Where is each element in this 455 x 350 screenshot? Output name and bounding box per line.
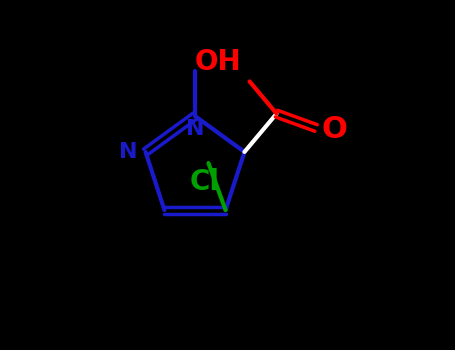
Text: N: N [186, 119, 204, 139]
Text: N: N [119, 142, 137, 162]
Text: Cl: Cl [189, 168, 219, 196]
Text: O: O [321, 116, 347, 145]
Text: OH: OH [195, 48, 242, 76]
